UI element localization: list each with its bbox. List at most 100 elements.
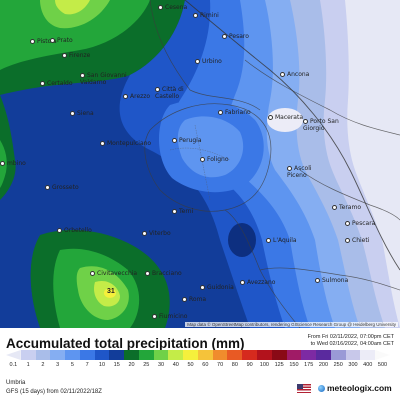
peak-value-label: 31 [107, 288, 115, 295]
legend-label: 1 [26, 362, 30, 368]
city-label-foligno: Foligno [200, 156, 229, 163]
legend-label: 3 [56, 362, 60, 368]
city-label-pesaro: Pesaro [222, 33, 249, 40]
legend-swatch [168, 350, 184, 360]
legend-swatch [316, 350, 331, 360]
legend-swatch [124, 350, 139, 360]
brand-name: meteologix.com [327, 383, 392, 393]
city-label-perugia: Perugia [172, 137, 202, 144]
city-label-sulmona: Sulmona [315, 277, 348, 284]
legend-swatch [109, 350, 125, 360]
city-label-pistoia: Pistoia [30, 38, 57, 45]
city-label-urbino: Urbino [195, 58, 222, 65]
city-label-rimini: Rimini [193, 12, 219, 19]
legend-label: 70 [217, 362, 224, 368]
legend-swatch [242, 350, 258, 360]
city-label-citta_castello: Città di Castello [155, 86, 184, 100]
legend-swatch [345, 350, 361, 360]
city-label-certaldo: Certaldo [40, 80, 73, 87]
legend-swatch [153, 350, 169, 360]
legend-swatch [360, 350, 376, 360]
color-scale-bar [6, 350, 390, 360]
legend-swatch [183, 350, 198, 360]
legend-label: 40 [172, 362, 179, 368]
legend-label: 400 [363, 362, 373, 368]
city-label-prato: Prato [50, 37, 73, 44]
legend-swatch [35, 350, 51, 360]
city-label-san_giovanni: San Giovanni Valdarno [80, 72, 127, 86]
color-scale-labels: 0.1 1 2 3 5 7 10 15 20 25 30 40 50 60 70 80 90 100 125 150 1… [6, 362, 390, 370]
city-label-ascoli: Ascoli Piceno [287, 165, 312, 179]
legend-swatch [212, 350, 228, 360]
city-label-piombino: mbino [0, 160, 26, 167]
legend-label: 100 [259, 362, 269, 368]
city-label-firenze: Firenze [62, 52, 90, 59]
legend-swatch [375, 350, 390, 360]
city-label-roma: Roma [182, 296, 206, 303]
legend-swatch [271, 350, 287, 360]
legend-swatch [286, 350, 302, 360]
legend-label: 125 [274, 362, 284, 368]
legend-label: 20 [128, 362, 135, 368]
city-label-chieti: Chieti [345, 237, 369, 244]
legend-label: 25 [143, 362, 150, 368]
legend-swatch [6, 350, 21, 360]
us-flag-icon[interactable] [297, 384, 311, 393]
model-info: GFS (15 days) from 02/11/2022/18Z [6, 389, 102, 395]
city-label-grosseto: Grosseto [45, 184, 79, 191]
legend-swatch [50, 350, 66, 360]
legend-label: 30 [157, 362, 165, 368]
legend-swatch [79, 350, 95, 360]
legend-label: 80 [231, 362, 238, 368]
legend-label: 60 [202, 362, 209, 368]
city-label-orbetello: Orbetello [57, 227, 92, 234]
legend-label: 2 [41, 362, 45, 368]
city-label-siena: Siena [70, 110, 94, 117]
city-label-avezzano: Avezzano [240, 279, 275, 286]
map-title: Accumulated total precipitation (mm) [6, 336, 245, 351]
city-label-ancona: Ancona [280, 71, 309, 78]
city-label-macerata: Macerata [268, 114, 303, 121]
city-label-pescara: Pescara [345, 220, 375, 227]
city-label-bracciano: Bracciano [145, 270, 182, 277]
region-name: Umbria [6, 380, 26, 386]
brand-logo[interactable]: meteologix.com [318, 383, 392, 393]
date-to: to Wed 02/16/2022, 04:00am CET [310, 341, 394, 347]
city-label-viterbo: Viterbo [142, 230, 171, 237]
legend-panel: Accumulated total precipitation (mm) Fro… [0, 328, 400, 400]
legend-label: 175 [304, 362, 314, 368]
legend-swatch [197, 350, 213, 360]
legend-label: 50 [187, 362, 194, 368]
legend-swatch [94, 350, 110, 360]
legend-label: 90 [246, 362, 253, 368]
legend-swatch [301, 350, 317, 360]
legend-label: 150 [289, 362, 299, 368]
date-from: From Fri 02/11/2022, 07:00pm CET [307, 334, 394, 340]
legend-label: 200 [318, 362, 329, 368]
legend-swatch [20, 350, 36, 360]
legend-label: 7 [85, 362, 89, 368]
legend-label: 0.1 [9, 362, 18, 368]
legend-label: 300 [348, 362, 358, 368]
city-label-montepulciano: Montepulciano [100, 140, 151, 147]
city-label-civitavecchia: Civitavecchia [90, 270, 137, 277]
legend-label: 10 [98, 362, 106, 368]
legend-label: 15 [113, 362, 120, 368]
legend-swatch [138, 350, 154, 360]
globe-icon [318, 385, 325, 393]
city-label-porto_san_giorgio: Porto San Giorgio [303, 118, 339, 132]
city-label-arezzo: Arezzo [123, 93, 150, 100]
city-label-laquila: L'Aquila [266, 237, 297, 244]
city-label-terni: Terni [172, 208, 193, 215]
map-attribution[interactable]: Map data © OpenStreetMap contributors, r… [185, 322, 398, 327]
city-label-fiumicino: Fiumicino [152, 313, 187, 320]
legend-swatch [257, 350, 272, 360]
city-label-cesena: Cesena [158, 4, 187, 11]
city-label-guidonia: Guidonia [200, 284, 234, 291]
precipitation-map[interactable]: Cesena Rimini Pistoia Prato Firenze Pesaro Urb… [0, 0, 400, 328]
legend-label: 500 [377, 362, 388, 368]
map-canvas [0, 0, 400, 328]
legend-label: 5 [70, 362, 74, 368]
legend-swatch [65, 350, 80, 360]
legend-label: 250 [333, 362, 343, 368]
